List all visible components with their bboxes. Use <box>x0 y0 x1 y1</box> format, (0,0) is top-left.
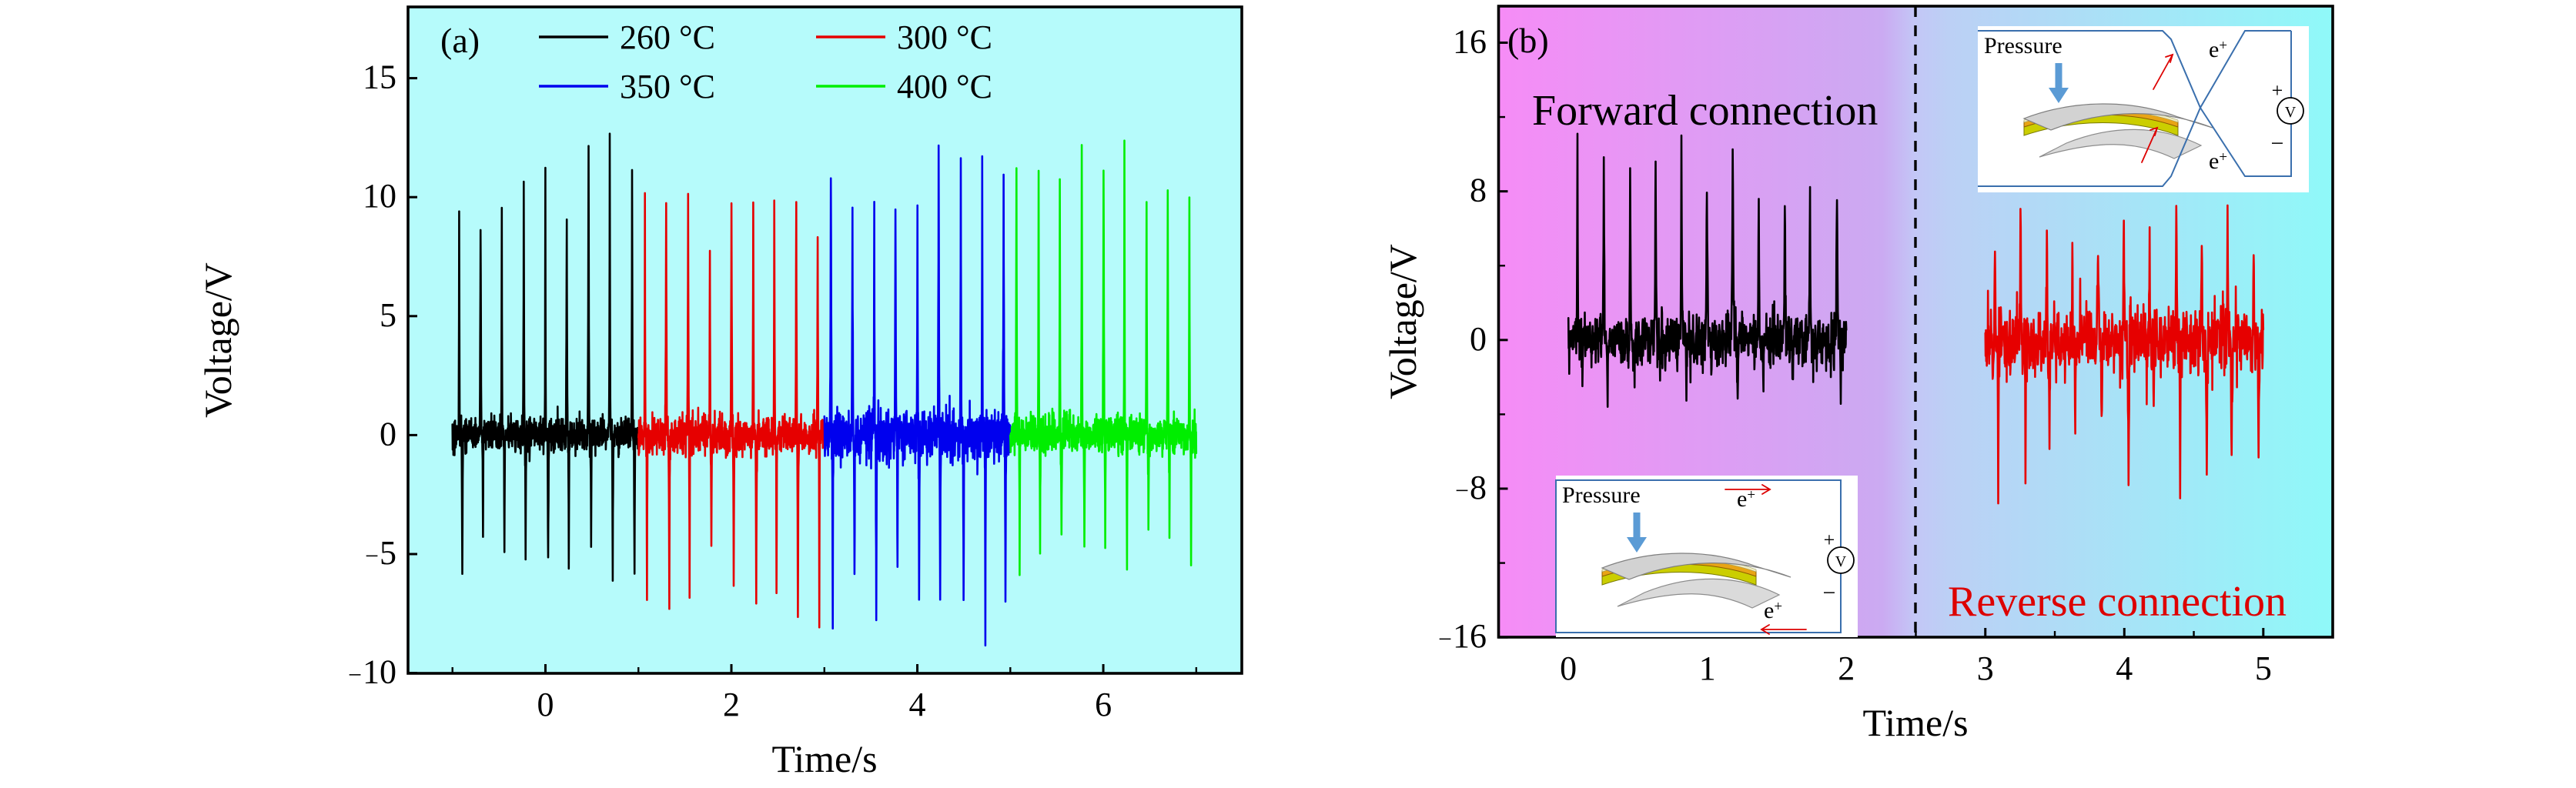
svg-text:15: 15 <box>363 58 396 96</box>
svg-text:V: V <box>2285 104 2297 121</box>
svg-text:Forward connection: Forward connection <box>1532 87 1878 135</box>
svg-text:350 °C: 350 °C <box>620 68 715 105</box>
svg-text:−10: −10 <box>348 653 396 691</box>
svg-text:Voltage/V: Voltage/V <box>1381 244 1424 399</box>
svg-text:6: 6 <box>1095 686 1112 723</box>
svg-text:−5: −5 <box>365 534 396 572</box>
svg-text:Pressure: Pressure <box>1562 482 1641 508</box>
svg-text:Time/s: Time/s <box>1862 701 1968 744</box>
svg-text:−16: −16 <box>1438 617 1487 655</box>
svg-text:3: 3 <box>1977 649 1994 687</box>
svg-text:+: + <box>1824 529 1835 551</box>
svg-text:−: − <box>1823 580 1836 606</box>
svg-text:0: 0 <box>1560 649 1577 687</box>
svg-text:5: 5 <box>380 296 396 334</box>
svg-text:4: 4 <box>2116 649 2133 687</box>
svg-text:Voltage/V: Voltage/V <box>196 262 239 418</box>
svg-text:(b): (b) <box>1507 21 1549 60</box>
svg-text:8: 8 <box>1470 172 1487 209</box>
svg-text:Pressure: Pressure <box>1984 33 2062 58</box>
svg-text:4: 4 <box>909 686 926 723</box>
svg-text:10: 10 <box>363 177 396 215</box>
svg-text:2: 2 <box>1838 649 1855 687</box>
svg-text:0: 0 <box>1470 320 1487 358</box>
svg-text:0: 0 <box>537 686 554 723</box>
svg-text:300 °C: 300 °C <box>897 18 992 56</box>
svg-text:+: + <box>2272 79 2283 102</box>
svg-text:−8: −8 <box>1455 469 1487 506</box>
svg-text:16: 16 <box>1453 22 1487 60</box>
svg-text:−: − <box>2271 131 2284 156</box>
svg-text:Time/s: Time/s <box>771 737 877 780</box>
svg-text:Reverse connection: Reverse connection <box>1948 578 2287 626</box>
svg-text:260 °C: 260 °C <box>620 18 715 56</box>
svg-text:(a): (a) <box>440 21 480 60</box>
svg-text:1: 1 <box>1699 649 1716 687</box>
svg-text:2: 2 <box>723 686 740 723</box>
svg-text:0: 0 <box>380 415 396 452</box>
svg-text:400 °C: 400 °C <box>897 68 992 105</box>
svg-text:V: V <box>1835 553 1847 570</box>
svg-text:5: 5 <box>2255 649 2272 687</box>
